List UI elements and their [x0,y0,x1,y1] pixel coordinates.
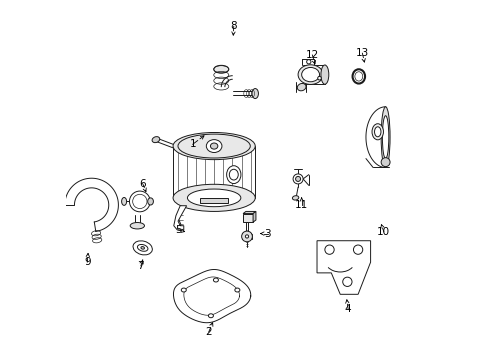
Ellipse shape [187,189,241,207]
Ellipse shape [137,244,148,251]
Polygon shape [243,213,253,222]
Text: 9: 9 [84,257,90,267]
Text: 13: 13 [355,48,368,58]
Polygon shape [200,198,228,203]
Ellipse shape [353,245,362,254]
Ellipse shape [152,137,160,143]
Ellipse shape [245,235,248,238]
Ellipse shape [229,169,238,180]
Ellipse shape [213,65,228,73]
Ellipse shape [206,140,222,153]
Ellipse shape [380,107,389,167]
Ellipse shape [241,231,252,242]
Text: 8: 8 [230,21,237,31]
Ellipse shape [374,127,380,137]
Ellipse shape [130,222,144,229]
Text: 2: 2 [205,327,212,337]
Ellipse shape [342,277,351,287]
Ellipse shape [324,245,333,254]
Polygon shape [173,270,250,323]
Ellipse shape [320,65,328,84]
Ellipse shape [234,288,240,292]
Ellipse shape [181,288,186,292]
Ellipse shape [298,65,323,85]
Ellipse shape [133,241,152,255]
Text: 4: 4 [344,303,351,314]
Text: 7: 7 [137,261,144,271]
Ellipse shape [354,72,362,81]
Ellipse shape [295,176,300,181]
Polygon shape [316,241,370,294]
Ellipse shape [122,198,126,205]
Polygon shape [253,211,255,222]
Ellipse shape [382,116,388,158]
Ellipse shape [208,314,213,318]
Polygon shape [173,206,186,230]
Ellipse shape [251,89,258,99]
Ellipse shape [173,132,255,159]
Text: 11: 11 [294,200,307,210]
Ellipse shape [173,184,255,211]
Text: 10: 10 [376,227,389,237]
Text: 6: 6 [139,179,146,189]
Text: 3: 3 [264,229,270,239]
Ellipse shape [147,198,153,205]
Ellipse shape [132,194,147,208]
Text: 12: 12 [305,50,318,60]
Ellipse shape [292,174,303,184]
Ellipse shape [306,60,310,64]
Ellipse shape [297,84,305,91]
Ellipse shape [226,166,241,184]
Ellipse shape [317,76,321,80]
Ellipse shape [213,278,218,282]
Ellipse shape [129,191,150,212]
Ellipse shape [380,158,389,167]
Text: 5: 5 [175,225,182,235]
Polygon shape [243,211,255,213]
Ellipse shape [371,124,383,140]
Ellipse shape [141,247,144,249]
Ellipse shape [292,196,298,200]
Ellipse shape [301,67,319,82]
Ellipse shape [210,143,217,149]
Text: 1: 1 [189,139,196,149]
